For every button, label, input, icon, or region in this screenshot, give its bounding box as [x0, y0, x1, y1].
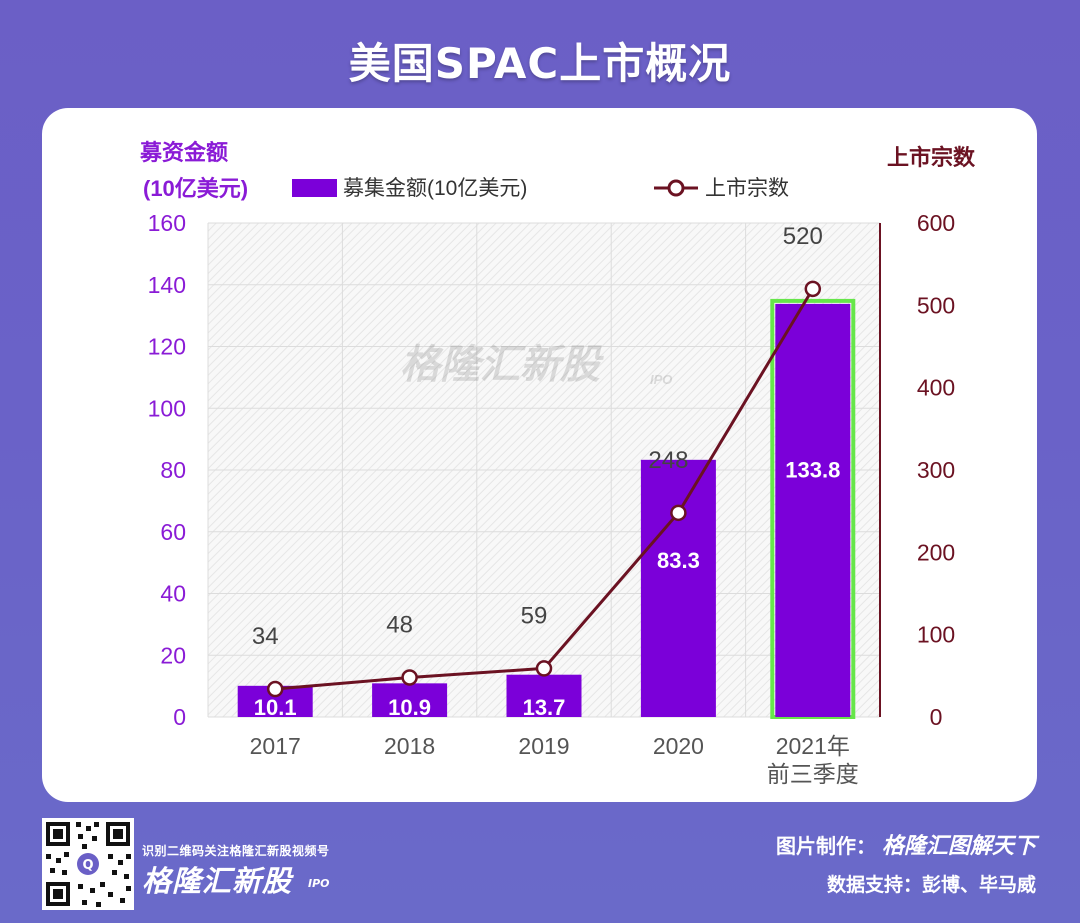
- data-source: 数据支持：彭博、毕马威: [826, 874, 1036, 896]
- right-tick-label: 500: [917, 292, 955, 318]
- legend-line-marker: [667, 179, 685, 197]
- bar-data-label: 13.7: [523, 695, 566, 720]
- right-tick-label: 200: [917, 539, 955, 565]
- left-axis-title: 募资金额: [139, 140, 228, 165]
- left-axis-title-unit: (10亿美元): [143, 176, 248, 201]
- legend-bar-label: 募集金额(10亿美元): [343, 177, 527, 200]
- right-tick-label: 0: [930, 704, 943, 730]
- watermark-sub: IPO: [650, 372, 672, 387]
- line-point: [401, 669, 418, 686]
- bar-data-label: 10.1: [254, 695, 297, 720]
- x-tick-label: 2021年: [776, 733, 850, 759]
- line-data-label: 48: [386, 611, 413, 638]
- right-tick-label: 400: [917, 375, 955, 401]
- bar: [372, 683, 448, 717]
- left-tick-label: 140: [148, 272, 186, 298]
- legend-line-label: 上市宗数: [705, 177, 789, 200]
- x-tick-label: 2020: [653, 733, 704, 759]
- left-tick-label: 0: [173, 704, 186, 730]
- credit-value: 格隆汇图解天下: [881, 834, 1036, 859]
- bar-data-label: 83.3: [657, 548, 700, 573]
- line-data-label: 34: [252, 623, 279, 650]
- brand-logo: 格隆汇新股: [142, 864, 293, 898]
- left-tick-label: 60: [160, 519, 186, 545]
- left-tick-label: 40: [160, 581, 186, 607]
- right-tick-label: 300: [917, 457, 955, 483]
- line-data-label: 59: [521, 602, 548, 629]
- chart-card: 0 20 40 60 80 100 120 140 160 0 100 200 300 400 500 600…: [42, 108, 1037, 802]
- left-tick-label: 20: [160, 642, 186, 668]
- left-tick-label: 160: [148, 210, 186, 236]
- line-point: [804, 280, 822, 298]
- right-tick-label: 100: [917, 622, 955, 648]
- bar: [775, 303, 851, 717]
- legend-bar-swatch: [292, 179, 337, 197]
- left-tick-label: 80: [160, 457, 186, 483]
- right-axis-title: 上市宗数: [887, 145, 976, 170]
- brand-logo-sub: IPO: [308, 877, 330, 890]
- left-tick-label: 120: [148, 334, 186, 360]
- page-title: 美国SPAC上市概况: [348, 39, 732, 88]
- credit-label: 图片制作：: [775, 834, 876, 858]
- x-tick-label: 2019: [518, 733, 569, 759]
- bar-data-label: 133.8: [785, 457, 840, 482]
- watermark-text: 格隆汇新股: [400, 343, 604, 387]
- line-point: [266, 680, 284, 698]
- svg-text:Q: Q: [82, 858, 93, 873]
- line-data-label: 248: [648, 447, 688, 474]
- x-tick-label: 2018: [384, 733, 435, 759]
- line-point: [535, 660, 553, 677]
- bar: [640, 459, 716, 717]
- spac-chart: 0 20 40 60 80 100 120 140 160 0 100 200 300 400 500 600…: [139, 140, 976, 787]
- credit-line: 图片制作： 格隆汇图解天下: [776, 828, 1036, 860]
- qr-caption: 识别二维码关注格隆汇新股视频号: [142, 844, 330, 858]
- qr-code-icon[interactable]: Q: [42, 818, 134, 910]
- line-point: [670, 504, 687, 522]
- left-tick-label: 100: [148, 395, 186, 421]
- bar: [506, 674, 582, 717]
- line-data-label: 520: [783, 223, 823, 250]
- x-tick-label: 2017: [250, 733, 301, 759]
- right-tick-label: 600: [917, 210, 955, 236]
- bar-data-label: 10.9: [388, 695, 431, 720]
- x-tick-label: 前三季度: [767, 761, 859, 787]
